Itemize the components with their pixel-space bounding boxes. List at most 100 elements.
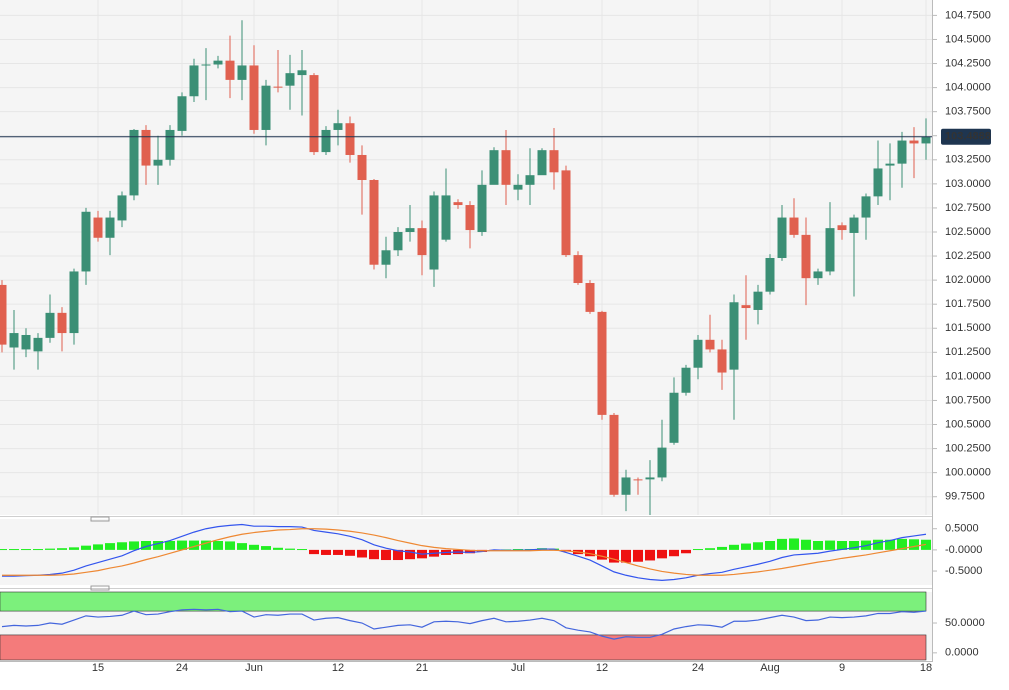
y-tick-label: 99.7500 (945, 491, 985, 503)
histogram-bar (81, 545, 91, 550)
histogram-bar (105, 543, 115, 550)
candle-body (837, 225, 847, 231)
candle-body (789, 217, 799, 235)
y-tick-label: 101.2500 (945, 346, 991, 358)
histogram-bar (9, 549, 19, 551)
candle-body (225, 60, 235, 80)
histogram-bar (801, 539, 811, 550)
candle-body (801, 234, 811, 279)
histogram-bar (393, 549, 403, 561)
candle-body (213, 60, 223, 65)
candle-body (345, 123, 355, 155)
histogram-bar (0, 549, 7, 551)
candle-body (21, 334, 31, 350)
candle-body (669, 392, 679, 443)
histogram-bar (381, 549, 391, 561)
histogram-bar (669, 549, 679, 557)
histogram-bar (837, 541, 847, 550)
y-tick-label: 100.0000 (945, 467, 991, 479)
y-tick-label: 104.5000 (945, 33, 991, 45)
price-panel (0, 0, 932, 515)
x-tick-label: 24 (692, 662, 704, 674)
candle-body (561, 170, 571, 256)
histogram-bar (33, 549, 43, 551)
candle-body (753, 291, 763, 310)
histogram-bar (765, 541, 775, 550)
histogram-bar (237, 543, 247, 550)
candle-body (813, 271, 823, 279)
y-tick-label: 101.7500 (945, 298, 991, 310)
histogram-bar (321, 549, 331, 555)
x-tick-label: 21 (416, 662, 428, 674)
histogram-bar (693, 549, 703, 551)
y-tick-label: 101.5000 (945, 322, 991, 334)
candle-body (81, 211, 91, 272)
y-tick-label: 102.2500 (945, 250, 991, 262)
histogram-bar (513, 549, 523, 551)
histogram-bar (849, 541, 859, 550)
candle-body (165, 129, 175, 160)
x-tick-label: Jun (245, 662, 263, 674)
resize-handle[interactable] (90, 585, 110, 591)
candle-body (153, 159, 163, 166)
histogram-bar (789, 538, 799, 550)
y-tick-label: 103.2500 (945, 154, 991, 166)
oversold-zone (0, 634, 927, 661)
candle-body (897, 140, 907, 164)
candle-body (381, 250, 391, 265)
current-price-box (941, 128, 991, 145)
macd-line (2, 523, 927, 581)
candle-body (189, 65, 199, 97)
candle-body (129, 129, 139, 196)
candle-body (417, 228, 427, 256)
candle-body (693, 339, 703, 368)
y-tick-label: 0.5000 (945, 523, 979, 535)
candle-body (717, 349, 727, 373)
current-price-label: 103.4888 (945, 131, 991, 143)
histogram-bar (597, 549, 607, 560)
histogram-bar (261, 546, 271, 550)
y-tick-label: 104.2500 (945, 57, 991, 69)
candle-body (273, 86, 283, 88)
histogram-bar (129, 541, 139, 550)
histogram-bar (681, 549, 691, 554)
candle-body (285, 73, 295, 86)
candle-body (909, 140, 919, 144)
candle-body (0, 284, 7, 345)
candle-body (141, 129, 151, 166)
histogram-bar (777, 538, 787, 550)
x-tick-label: 15 (92, 662, 104, 674)
candle-body (777, 217, 787, 258)
histogram-bar (825, 540, 835, 550)
candle-body (453, 202, 463, 206)
histogram-bar (21, 549, 31, 551)
candle-body (177, 96, 187, 131)
resize-handle[interactable] (90, 516, 110, 522)
histogram-bar (213, 541, 223, 550)
x-tick-label: Jul (511, 662, 525, 674)
x-tick-label: Aug (760, 662, 780, 674)
candle-body (657, 447, 667, 478)
candle-body (441, 195, 451, 240)
histogram-bar (705, 548, 715, 550)
histogram-bar (249, 544, 259, 550)
candle-body (429, 195, 439, 270)
candle-body (645, 477, 655, 480)
y-tick-label: 100.5000 (945, 418, 991, 430)
rsi-line (1, 608, 927, 640)
histogram-bar (405, 549, 415, 560)
y-tick-label: -0.5000 (945, 565, 982, 577)
candle-body (369, 180, 379, 265)
y-tick-label: 102.5000 (945, 226, 991, 238)
y-tick-label: 100.2500 (945, 442, 991, 454)
y-tick-label: 100.7500 (945, 394, 991, 406)
y-tick-label: 104.7500 (945, 9, 991, 21)
histogram-bar (369, 549, 379, 560)
histogram-bar (285, 548, 295, 550)
histogram-bar (45, 548, 55, 550)
overbought-zone (0, 591, 927, 612)
candle-body (357, 154, 367, 181)
histogram-bar (465, 549, 475, 554)
histogram-bar (609, 549, 619, 563)
histogram-bar (57, 548, 67, 550)
